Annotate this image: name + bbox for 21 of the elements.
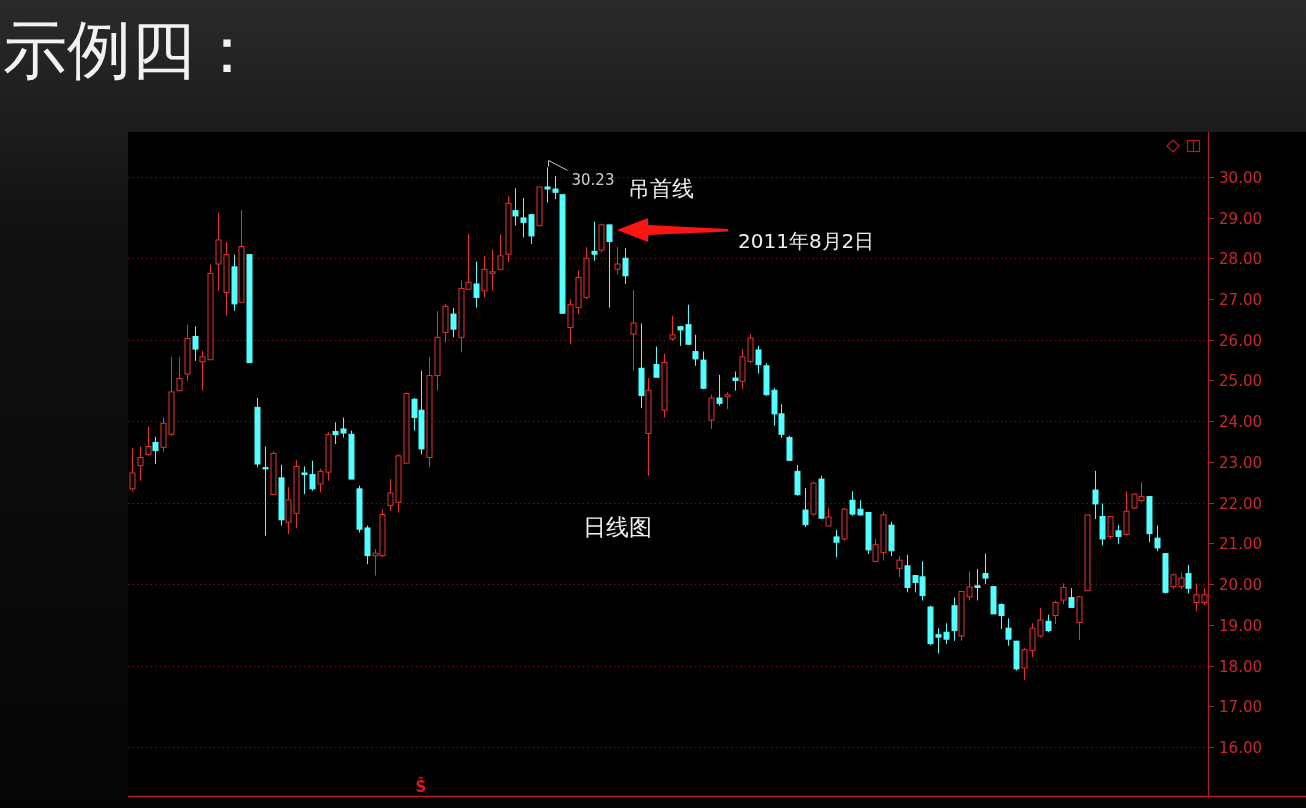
y-tick-label: 20.00: [1219, 575, 1262, 594]
title: 示例四：: [3, 13, 259, 87]
y-tick-label: 30.00: [1219, 168, 1262, 187]
annotation: 日线图: [582, 514, 652, 540]
y-tick-label: 19.00: [1219, 616, 1262, 635]
annotation: Ŝ: [415, 778, 427, 796]
y-tick-label: 17.00: [1219, 697, 1262, 716]
y-tick-label: 26.00: [1219, 331, 1262, 350]
y-tick-label: 21.00: [1219, 534, 1262, 553]
y-tick-label: 24.00: [1219, 412, 1262, 431]
annotation: 吊首线: [628, 176, 694, 201]
y-tick-label: 29.00: [1219, 209, 1262, 228]
y-tick-label: 27.00: [1219, 290, 1262, 309]
y-tick-label: 23.00: [1219, 453, 1262, 472]
annotation: 2011年8月2日: [738, 229, 875, 253]
y-tick-label: 28.00: [1219, 249, 1262, 268]
y-tick-label: 22.00: [1219, 494, 1262, 513]
y-tick-label: 25.00: [1219, 371, 1262, 390]
y-tick-label: 18.00: [1219, 657, 1262, 676]
annotation: 30.23: [571, 171, 615, 190]
y-tick-label: 16.00: [1219, 738, 1262, 757]
